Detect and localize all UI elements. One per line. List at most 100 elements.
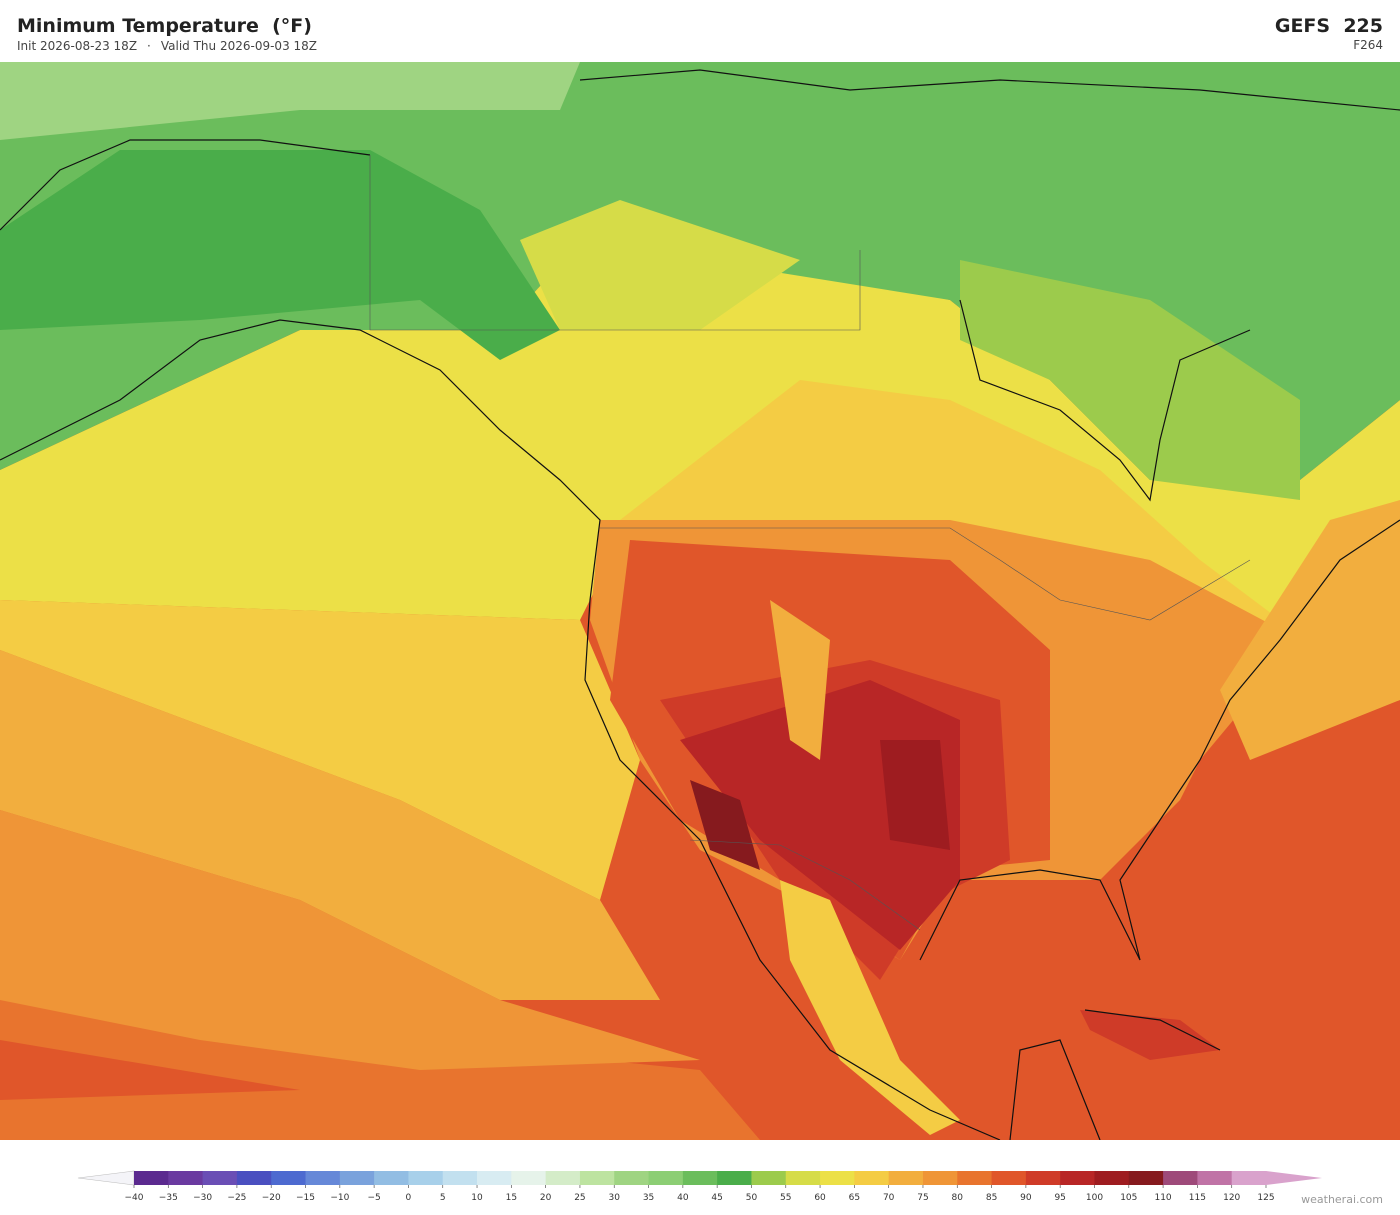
colorbar-swatch xyxy=(134,1171,169,1185)
colorbar-tick-label: −25 xyxy=(227,1193,246,1203)
colorbar-tick-label: 0 xyxy=(406,1193,412,1203)
colorbar-swatch xyxy=(442,1171,478,1185)
colorbar-swatch xyxy=(374,1171,409,1185)
colorbar-swatch xyxy=(1094,1171,1130,1185)
colorbar-swatch xyxy=(1060,1171,1095,1185)
colorbar-tick-label: −40 xyxy=(125,1193,144,1203)
borders xyxy=(369,155,1251,931)
valid-time: Valid Thu 2026-09-03 18Z xyxy=(160,39,318,53)
colorbar-extend-low xyxy=(77,1170,135,1186)
colorbar-tick-label: 25 xyxy=(574,1193,585,1203)
field xyxy=(0,600,640,900)
field xyxy=(1080,1010,1220,1060)
colorbar-swatch xyxy=(305,1171,341,1185)
forecast-step: F264 xyxy=(1353,38,1383,52)
field xyxy=(520,200,800,330)
subtitle: Init 2026-08-23 18Z · Valid Thu 2026-09-03… xyxy=(17,39,327,53)
colorbar-tick-label: 110 xyxy=(1154,1193,1171,1203)
colorbar-swatch xyxy=(271,1171,307,1185)
colorbar-tick-label: 40 xyxy=(677,1193,689,1203)
field xyxy=(1220,500,1400,760)
border xyxy=(369,155,861,331)
colorbar-tick-label: −30 xyxy=(193,1193,212,1203)
colorbar-tick-label: 10 xyxy=(471,1193,483,1203)
border xyxy=(600,527,1251,621)
colorbar-swatch xyxy=(1197,1171,1233,1185)
field xyxy=(770,600,830,760)
colorbar-tick-label: −35 xyxy=(159,1193,178,1203)
colorbar-swatch xyxy=(785,1171,821,1185)
colorbar-tick-label: 15 xyxy=(506,1193,517,1203)
colorbar-tick-label: 125 xyxy=(1257,1193,1274,1203)
init-time: Init 2026-08-23 18Z xyxy=(17,39,138,53)
colorbar-swatch xyxy=(202,1171,238,1185)
colorbar-extend-high xyxy=(1266,1171,1322,1185)
colorbar-tick-label: −10 xyxy=(330,1193,349,1203)
map xyxy=(0,62,1400,1140)
colorbar-swatch xyxy=(236,1171,272,1185)
colorbar-swatch xyxy=(854,1171,890,1185)
colorbar-swatch xyxy=(820,1171,855,1185)
colorbar-swatch xyxy=(957,1171,993,1185)
field xyxy=(0,650,660,1000)
colorbar-tick-label: 90 xyxy=(1020,1193,1032,1203)
field xyxy=(0,62,580,140)
colorbar-tick-label: 85 xyxy=(986,1193,997,1203)
coastline xyxy=(919,519,1400,961)
colorbar-swatch xyxy=(1025,1171,1061,1185)
colorbar-tick-label: 30 xyxy=(609,1193,621,1203)
field xyxy=(960,260,1300,500)
colorbar-tick-label: 5 xyxy=(440,1193,446,1203)
colorbar-swatch xyxy=(511,1171,547,1185)
colorbar-tick-label: 120 xyxy=(1223,1193,1240,1203)
field xyxy=(780,880,960,1135)
colorbar-tick-label: 35 xyxy=(643,1193,654,1203)
title: Minimum Temperature (°F) xyxy=(17,15,312,37)
colorbar-tick-label: 70 xyxy=(883,1193,895,1203)
separator: · xyxy=(147,39,151,53)
credit: weatherai.com xyxy=(1301,1193,1383,1206)
colorbar-tick-label: 100 xyxy=(1086,1193,1103,1203)
colorbar-tick-label: −20 xyxy=(262,1193,281,1203)
colorbar-tick-label: 115 xyxy=(1189,1193,1206,1203)
colorbar: −40 −35 −30 −25 −20 −15 −10 −5 0 5 10 15 20 25 30 35 40 4… xyxy=(77,1170,1322,1203)
field xyxy=(0,810,700,1070)
coastline xyxy=(0,139,371,231)
colorbar-swatch xyxy=(545,1171,581,1185)
colorbar-tick-label: 105 xyxy=(1120,1193,1137,1203)
colorbar-swatch xyxy=(648,1171,684,1185)
colorbar-swatch xyxy=(1163,1171,1198,1185)
colorbar-swatch xyxy=(1128,1171,1164,1185)
colorbar-tick-label: 75 xyxy=(917,1193,928,1203)
colorbar-swatch xyxy=(614,1171,650,1185)
colorbar-tick-label: 50 xyxy=(746,1193,758,1203)
colorbar-swatch xyxy=(168,1171,204,1185)
coastline xyxy=(0,69,1400,1140)
colorbar-tick-label: 95 xyxy=(1054,1193,1065,1203)
coastline xyxy=(959,299,1251,502)
colorbar-tick-label: −5 xyxy=(367,1193,380,1203)
coastline xyxy=(0,319,1001,1140)
colorbar-tick-label: 55 xyxy=(780,1193,791,1203)
coastline xyxy=(1084,1009,1221,1051)
field xyxy=(690,780,760,870)
colorbar-swatch xyxy=(922,1171,958,1185)
colorbar-tick-label: 45 xyxy=(711,1193,722,1203)
border xyxy=(689,839,921,931)
colorbar-swatch xyxy=(579,1171,615,1185)
colorbar-tick-label: 65 xyxy=(849,1193,860,1203)
colorbar-swatch xyxy=(717,1171,752,1185)
coastline xyxy=(579,69,1400,111)
model-label: GEFS 225 xyxy=(1274,15,1383,37)
colorbar-tick-label: 20 xyxy=(540,1193,552,1203)
field xyxy=(0,150,560,360)
colorbar-swatch xyxy=(751,1171,787,1185)
coastline xyxy=(1009,1039,1101,1140)
colorbar-tick-label: 60 xyxy=(814,1193,826,1203)
colorbar-swatch xyxy=(991,1171,1027,1185)
colorbar-swatch xyxy=(888,1171,924,1185)
colorbar-tick-label: 80 xyxy=(952,1193,964,1203)
colorbar-swatch xyxy=(339,1171,375,1185)
colorbar-swatch xyxy=(682,1171,718,1185)
